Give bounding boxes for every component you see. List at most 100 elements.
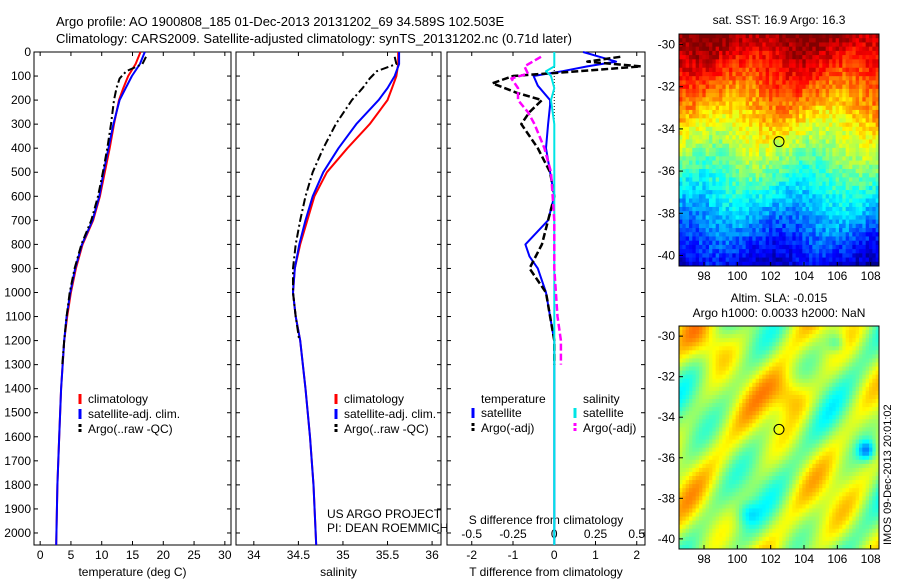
map-cell xyxy=(872,46,877,52)
map-cell xyxy=(759,55,763,60)
map-cell xyxy=(875,109,880,115)
map-cell xyxy=(795,67,800,73)
map-cell xyxy=(705,346,710,351)
map-cell xyxy=(715,211,720,216)
map-cell xyxy=(745,236,750,242)
map-cell xyxy=(765,76,770,81)
map-cell xyxy=(829,202,833,208)
map-cell xyxy=(835,160,840,166)
map-cell xyxy=(832,326,837,331)
map-cell xyxy=(809,55,813,60)
map-cell xyxy=(722,342,727,347)
map-cell xyxy=(819,378,823,384)
map-cell xyxy=(835,219,840,225)
map-cell xyxy=(729,415,733,420)
map-cell xyxy=(775,198,780,204)
map-cell xyxy=(869,249,873,254)
map-cell xyxy=(775,42,780,48)
map-cell xyxy=(705,198,710,204)
map-cell xyxy=(835,105,840,111)
map-cell xyxy=(699,42,703,48)
map-cell xyxy=(855,173,860,178)
map-cell xyxy=(725,46,730,52)
map-cell xyxy=(712,378,717,384)
map-cell xyxy=(702,338,707,343)
map-cell xyxy=(702,232,707,237)
map-cell xyxy=(775,219,780,225)
map-cell xyxy=(795,139,800,145)
map-cell xyxy=(722,249,727,254)
map-cell xyxy=(739,334,743,339)
map-cell xyxy=(855,354,860,359)
map-cell xyxy=(795,411,800,416)
map-cell xyxy=(795,249,800,254)
map-cell xyxy=(825,194,830,199)
map-cell xyxy=(749,46,753,52)
map-cell xyxy=(869,394,873,400)
map-cell xyxy=(695,80,700,86)
map-cell xyxy=(825,223,830,229)
map-cell xyxy=(802,168,807,174)
map-cell xyxy=(842,59,847,64)
map-cell xyxy=(699,147,703,153)
map-cell xyxy=(872,330,877,335)
map-cell xyxy=(745,350,750,355)
map-cell xyxy=(815,338,820,343)
map-cell xyxy=(702,334,707,339)
map-cell xyxy=(769,80,773,86)
map-cell xyxy=(875,249,880,254)
map-cell xyxy=(772,67,777,73)
map-cell xyxy=(872,403,877,408)
map-cell xyxy=(725,374,730,380)
map-cell xyxy=(725,63,730,69)
map-cell xyxy=(725,257,730,263)
map-cell xyxy=(689,407,693,412)
map-cell xyxy=(842,76,847,81)
map-cell xyxy=(739,366,743,371)
map-cell xyxy=(762,59,767,64)
map-cell xyxy=(849,135,853,140)
map-cell xyxy=(769,160,773,166)
map-cell xyxy=(702,350,707,355)
map-cell xyxy=(782,261,787,267)
map-cell xyxy=(709,88,713,94)
map-cell xyxy=(872,152,877,157)
map-cell xyxy=(789,382,793,388)
map-cell xyxy=(785,42,790,48)
map-cell xyxy=(865,390,870,396)
map-cell xyxy=(785,198,790,204)
map-cell xyxy=(839,143,843,149)
map-cell xyxy=(799,228,803,233)
map-cell xyxy=(839,185,843,191)
map-cell xyxy=(699,34,703,39)
map-cell xyxy=(825,253,830,258)
map-cell xyxy=(725,160,730,166)
map-cell xyxy=(819,118,823,123)
map-cell xyxy=(872,147,877,153)
map-cell xyxy=(759,118,763,123)
map-cell xyxy=(722,419,727,424)
map-cell xyxy=(772,358,777,363)
map-cell xyxy=(852,147,857,153)
map-cell xyxy=(759,223,763,229)
map-cell xyxy=(775,249,780,254)
map-cell xyxy=(752,382,757,388)
map-cell xyxy=(845,131,850,136)
map-cell xyxy=(752,71,757,77)
map-cell xyxy=(769,366,773,371)
map-cell xyxy=(779,93,783,98)
map-cell xyxy=(722,261,727,267)
map-cell xyxy=(729,76,733,81)
map-cell xyxy=(815,354,820,359)
map-cell xyxy=(855,334,860,339)
map-cell xyxy=(839,38,843,43)
map-cell xyxy=(729,139,733,145)
map-cell xyxy=(769,370,773,376)
map-cell xyxy=(839,55,843,60)
map-cell xyxy=(795,88,800,94)
map-cell xyxy=(792,156,797,161)
map-cell xyxy=(752,326,757,331)
map-cell xyxy=(862,334,867,339)
map-cell xyxy=(865,232,870,237)
map-cell xyxy=(862,398,867,404)
